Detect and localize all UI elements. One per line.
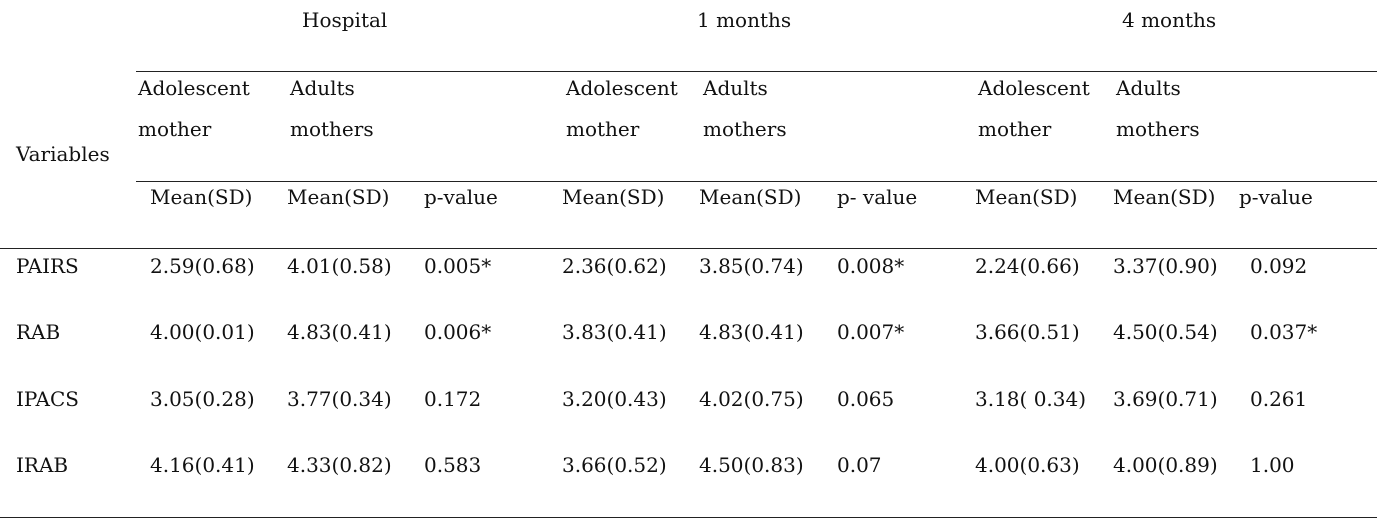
table-cell: 4.83(0.41) xyxy=(699,320,804,344)
subgroup-adolescent-hospital: Adolescent xyxy=(138,76,250,100)
stat-header: Mean(SD) xyxy=(150,185,253,209)
subgroup-adults-1-month-line2: mothers xyxy=(703,117,787,141)
table-bottom-rule xyxy=(0,517,1377,518)
row-variable-label: RAB xyxy=(16,320,61,344)
subheader-rule xyxy=(136,181,1377,182)
table-cell: 4.00(0.01) xyxy=(150,320,255,344)
table-cell: 4.00(0.89) xyxy=(1113,453,1218,477)
table-cell: 0.583 xyxy=(424,453,482,477)
table-cell: 4.02(0.75) xyxy=(699,387,804,411)
table-cell: 0.092 xyxy=(1250,254,1308,278)
table-cell: 0.037* xyxy=(1250,320,1318,344)
subgroup-adolescent-1-month: Adolescent xyxy=(566,76,678,100)
table-cell: 3.85(0.74) xyxy=(699,254,804,278)
table-cell: 3.20(0.43) xyxy=(562,387,667,411)
table-cell: 4.50(0.54) xyxy=(1113,320,1218,344)
period-header-4-months: 4 months xyxy=(1122,8,1217,32)
header-rule xyxy=(136,71,1377,72)
stat-header: Mean(SD) xyxy=(975,185,1078,209)
table-cell: 4.01(0.58) xyxy=(287,254,392,278)
table-cell: 2.59(0.68) xyxy=(150,254,255,278)
table-cell: 0.005* xyxy=(424,254,492,278)
stat-header: Mean(SD) xyxy=(562,185,665,209)
table-cell: 3.05(0.28) xyxy=(150,387,255,411)
table-cell: 0.065 xyxy=(837,387,895,411)
subgroup-adults-hospital-line2: mothers xyxy=(290,117,374,141)
row-variable-label: PAIRS xyxy=(16,254,79,278)
column-header-rule xyxy=(0,248,1377,249)
stat-header: Mean(SD) xyxy=(287,185,390,209)
table-cell: 3.66(0.52) xyxy=(562,453,667,477)
table-cell: 4.16(0.41) xyxy=(150,453,255,477)
table-cell: 2.24(0.66) xyxy=(975,254,1080,278)
table-cell: 3.66(0.51) xyxy=(975,320,1080,344)
subgroup-adolescent-4-months: Adolescent xyxy=(978,76,1090,100)
subgroup-adolescent-4-months-line2: mother xyxy=(978,117,1052,141)
table-cell: 0.008* xyxy=(837,254,905,278)
variables-label: Variables xyxy=(16,142,110,166)
subgroup-adults-4-months: Adults xyxy=(1116,76,1181,100)
table-cell: 4.33(0.82) xyxy=(287,453,392,477)
row-variable-label: IRAB xyxy=(16,453,69,477)
period-header-1-month: 1 months xyxy=(697,8,792,32)
subgroup-adolescent-1-month-line2: mother xyxy=(566,117,640,141)
table-cell: 3.77(0.34) xyxy=(287,387,392,411)
stat-header: Mean(SD) xyxy=(699,185,802,209)
table-cell: 3.83(0.41) xyxy=(562,320,667,344)
stat-header: p- value xyxy=(837,185,918,209)
subgroup-adults-1-month: Adults xyxy=(703,76,768,100)
table-cell: 0.172 xyxy=(424,387,482,411)
table-cell: 4.50(0.83) xyxy=(699,453,804,477)
table-cell: 3.37(0.90) xyxy=(1113,254,1218,278)
table-cell: 0.006* xyxy=(424,320,492,344)
subgroup-adolescent-hospital-line2: mother xyxy=(138,117,212,141)
table-cell: 3.18( 0.34) xyxy=(975,387,1087,411)
table-cell: 1.00 xyxy=(1250,453,1295,477)
table-cell: 0.07 xyxy=(837,453,882,477)
stat-header: Mean(SD) xyxy=(1113,185,1216,209)
table-cell: 4.00(0.63) xyxy=(975,453,1080,477)
stat-header: p-value xyxy=(424,185,498,209)
row-variable-label: IPACS xyxy=(16,387,79,411)
stat-header: p-value xyxy=(1239,185,1313,209)
table-cell: 3.69(0.71) xyxy=(1113,387,1218,411)
period-header-hospital: Hospital xyxy=(302,8,388,32)
table-cell: 4.83(0.41) xyxy=(287,320,392,344)
table-cell: 2.36(0.62) xyxy=(562,254,667,278)
subgroup-adults-hospital: Adults xyxy=(290,76,355,100)
subgroup-adults-4-months-line2: mothers xyxy=(1116,117,1200,141)
table-cell: 0.007* xyxy=(837,320,905,344)
table-cell: 0.261 xyxy=(1250,387,1308,411)
